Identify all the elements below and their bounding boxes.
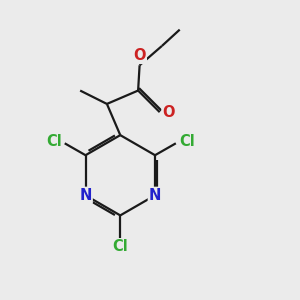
Text: O: O xyxy=(133,48,146,63)
Text: Cl: Cl xyxy=(112,239,128,254)
Text: Cl: Cl xyxy=(46,134,62,149)
Text: Cl: Cl xyxy=(179,134,195,149)
Text: N: N xyxy=(79,188,92,203)
Text: N: N xyxy=(149,188,161,203)
Text: O: O xyxy=(163,105,175,120)
